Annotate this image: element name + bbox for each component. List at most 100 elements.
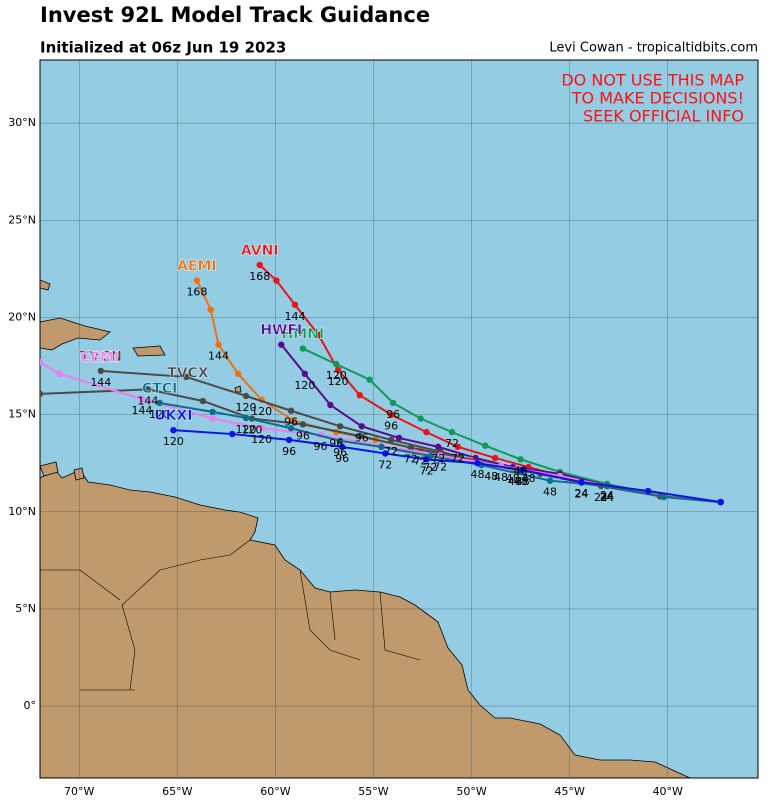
- hour-label: 48: [508, 475, 522, 488]
- hour-label: 96: [329, 437, 343, 450]
- y-tick-label: 10°N: [8, 505, 36, 518]
- track-point: [315, 331, 322, 339]
- track-point: [138, 395, 146, 403]
- x-tick-label: 45°W: [554, 785, 584, 798]
- track-point: [209, 415, 216, 422]
- track-point: [578, 478, 585, 486]
- model-name: TVCX: [167, 365, 209, 381]
- track-point: [256, 261, 263, 269]
- track-point: [258, 425, 265, 432]
- hour-label: 144: [132, 404, 153, 417]
- track-point: [417, 415, 424, 422]
- track-line: [159, 401, 721, 504]
- track-point: [336, 437, 344, 445]
- track-point: [356, 391, 363, 399]
- hour-label: 24: [574, 487, 588, 500]
- track-point: [334, 366, 342, 374]
- hour-label: 24: [600, 491, 614, 504]
- hour-label: 96: [296, 429, 310, 442]
- x-tick-label: 60°W: [260, 785, 290, 798]
- model-name: HMNI: [282, 327, 325, 343]
- track-point: [199, 397, 207, 405]
- track-point: [387, 436, 395, 444]
- track-point: [366, 376, 373, 383]
- hour-label: 144: [208, 350, 229, 363]
- track-point: [278, 341, 285, 348]
- track-point: [242, 392, 250, 400]
- track-point: [40, 358, 44, 366]
- model-name: CTCI: [142, 381, 177, 397]
- hour-label: 24: [600, 491, 614, 504]
- hour-label: 72: [445, 437, 459, 450]
- hour-label: 72: [384, 445, 398, 458]
- hour-label: 96: [314, 440, 328, 453]
- hour-label: 96: [386, 408, 400, 421]
- hour-label: 96: [284, 416, 298, 429]
- hour-label: 96: [384, 420, 398, 433]
- hour-label: 48: [514, 475, 528, 488]
- hour-label: 48: [506, 472, 520, 485]
- hour-label: 48: [521, 472, 535, 485]
- hour-label: 24: [574, 488, 588, 501]
- hour-label: 48: [516, 475, 530, 488]
- hour-label: 120: [235, 423, 256, 436]
- hour-label: 168: [249, 270, 270, 283]
- hour-label: 168: [186, 286, 207, 299]
- hour-label: 48: [470, 468, 484, 481]
- track-point: [287, 407, 295, 414]
- track-point: [182, 373, 190, 381]
- track-point: [378, 443, 385, 451]
- hour-label: 120: [149, 408, 170, 421]
- track-point: [273, 277, 280, 284]
- model-name: TVCN: [80, 349, 122, 365]
- track-point: [395, 434, 403, 442]
- track-point: [333, 360, 340, 368]
- track-point: [448, 428, 456, 436]
- hour-label: 120: [294, 379, 315, 392]
- track-point: [207, 306, 214, 313]
- hour-label: 48: [543, 486, 557, 499]
- track-point: [193, 277, 201, 284]
- hour-label: 120: [326, 369, 347, 382]
- track-point: [56, 370, 63, 378]
- track-point: [234, 370, 242, 378]
- hour-label: 144: [285, 310, 306, 323]
- hour-label: 144: [90, 376, 111, 389]
- track-point: [299, 421, 307, 428]
- hour-label: 72: [451, 452, 465, 465]
- track-point: [423, 428, 430, 436]
- hour-label: 72: [433, 460, 447, 473]
- hour-label: 96: [355, 431, 369, 444]
- track-point: [454, 443, 462, 451]
- hour-label: 24: [600, 491, 614, 504]
- track-point: [546, 477, 554, 484]
- track-point: [40, 390, 44, 398]
- hour-label: 72: [419, 464, 433, 477]
- track-point: [291, 301, 299, 309]
- hour-label: 120: [251, 405, 272, 418]
- model-name: AEMI: [177, 259, 217, 275]
- hour-label: 144: [137, 394, 158, 407]
- warning-line: SEEK OFFICIAL INFO: [583, 107, 744, 126]
- model-name: AVNI: [241, 243, 279, 259]
- x-tick-label: 70°W: [64, 785, 94, 798]
- track-point: [327, 401, 334, 409]
- track-point: [389, 399, 397, 407]
- track-point: [517, 456, 524, 463]
- hour-label: 72: [378, 458, 392, 471]
- track-point: [285, 436, 293, 444]
- track-point: [242, 414, 250, 422]
- x-tick-label: 50°W: [456, 785, 486, 798]
- hour-label: 24: [600, 489, 614, 502]
- land: [40, 279, 691, 778]
- warning-line: DO NOT USE THIS MAP: [561, 71, 744, 90]
- title: Invest 92L Model Track Guidance: [40, 3, 430, 27]
- hour-label: 72: [431, 452, 445, 465]
- track-point: [644, 487, 652, 495]
- y-tick-label: 5°N: [15, 602, 36, 615]
- track-point: [156, 399, 163, 407]
- track-point: [301, 370, 309, 378]
- track-point: [209, 408, 216, 416]
